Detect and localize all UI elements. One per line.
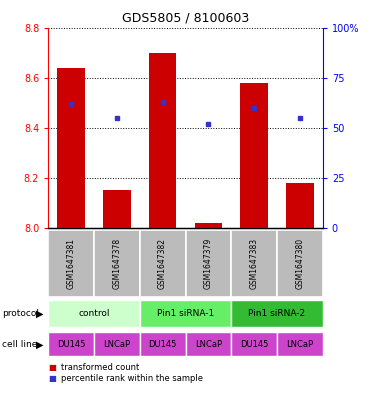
Bar <box>277 230 323 297</box>
Bar <box>58 68 85 228</box>
Bar <box>286 183 313 228</box>
Text: DU145: DU145 <box>148 340 177 349</box>
Bar <box>140 332 186 356</box>
Text: LNCaP: LNCaP <box>286 340 313 349</box>
Bar <box>140 230 186 297</box>
Bar <box>149 53 176 228</box>
Text: GDS5805 / 8100603: GDS5805 / 8100603 <box>122 12 249 25</box>
Text: GSM1647383: GSM1647383 <box>250 238 259 289</box>
Bar <box>231 230 277 297</box>
Text: control: control <box>78 309 110 318</box>
Bar <box>140 300 231 327</box>
Text: Pin1 siRNA-2: Pin1 siRNA-2 <box>249 309 306 318</box>
Text: GSM1647381: GSM1647381 <box>67 238 76 289</box>
Bar <box>48 300 140 327</box>
Bar <box>94 332 140 356</box>
Text: GSM1647382: GSM1647382 <box>158 238 167 289</box>
Bar <box>231 300 323 327</box>
Bar <box>103 190 131 228</box>
Text: LNCaP: LNCaP <box>103 340 131 349</box>
Bar <box>231 332 277 356</box>
Text: ■: ■ <box>48 363 56 372</box>
Text: ▶: ▶ <box>36 309 44 318</box>
Bar <box>186 230 231 297</box>
Bar <box>48 332 94 356</box>
Bar <box>195 223 222 228</box>
Bar <box>94 230 140 297</box>
Text: Pin1 siRNA-1: Pin1 siRNA-1 <box>157 309 214 318</box>
Text: GSM1647380: GSM1647380 <box>295 238 304 289</box>
Text: DU145: DU145 <box>57 340 85 349</box>
Text: transformed count: transformed count <box>61 363 139 372</box>
Bar <box>277 332 323 356</box>
Text: cell line: cell line <box>2 340 37 349</box>
Text: GSM1647379: GSM1647379 <box>204 238 213 289</box>
Bar <box>48 230 94 297</box>
Text: ■: ■ <box>48 374 56 383</box>
Text: protocol: protocol <box>2 309 39 318</box>
Text: GSM1647378: GSM1647378 <box>112 238 121 289</box>
Text: ▶: ▶ <box>36 339 44 349</box>
Text: DU145: DU145 <box>240 340 268 349</box>
Bar <box>240 83 268 228</box>
Text: LNCaP: LNCaP <box>195 340 222 349</box>
Text: percentile rank within the sample: percentile rank within the sample <box>61 374 203 383</box>
Bar <box>186 332 231 356</box>
